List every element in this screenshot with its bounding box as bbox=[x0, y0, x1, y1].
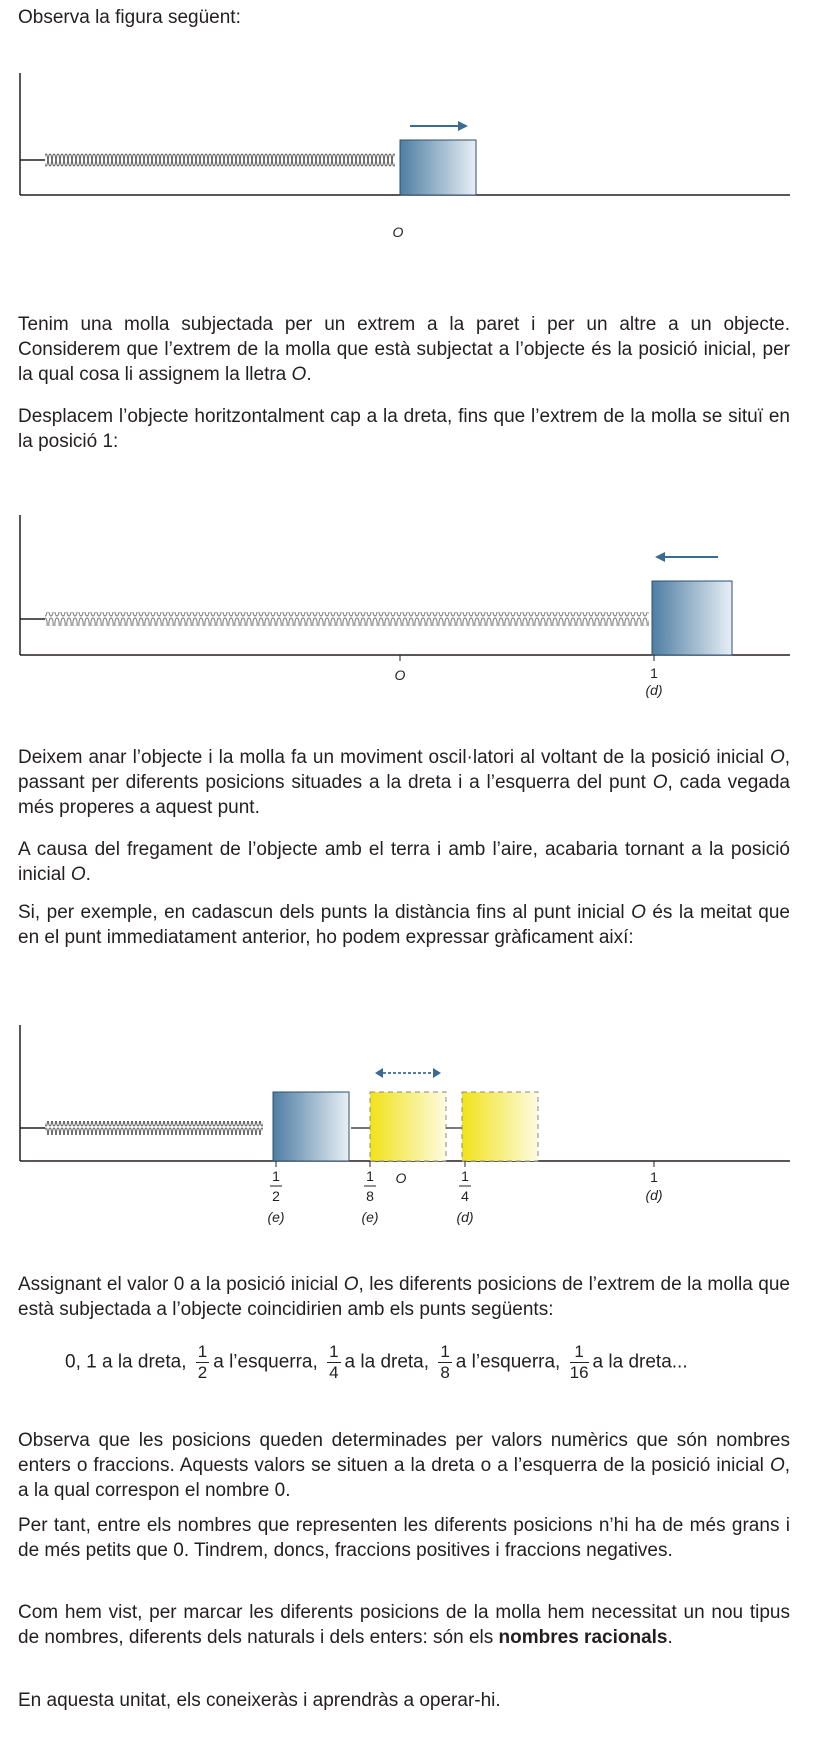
block bbox=[651, 580, 733, 656]
label-half-num: 1 bbox=[272, 1168, 280, 1184]
label-one: 1 bbox=[650, 1169, 658, 1185]
label-O: O bbox=[396, 1170, 407, 1186]
label-O: O bbox=[395, 667, 406, 683]
paragraph-9: Com hem vist, per marcar les diferents p… bbox=[18, 1602, 790, 1648]
fraction-sixteenth: 1 16 bbox=[569, 1342, 589, 1382]
block-yellow-1 bbox=[369, 1091, 447, 1162]
paragraph-8: Per tant, entre els nombres que represen… bbox=[18, 1515, 790, 1561]
paragraph-7: Observa que les posicions queden determi… bbox=[18, 1430, 790, 1501]
label-eighth-tag: (e) bbox=[361, 1209, 378, 1225]
label-1: 1 bbox=[650, 665, 658, 681]
figure-1-spring-rest: O bbox=[19, 73, 790, 240]
spring bbox=[45, 153, 395, 167]
label-one-tag: (d) bbox=[645, 1187, 662, 1203]
label-quarter-tag: (d) bbox=[456, 1209, 473, 1225]
block-yellow-2 bbox=[461, 1091, 539, 1162]
paragraph-3: Deixem anar l’objecte i la molla fa un m… bbox=[18, 747, 791, 818]
block-blue bbox=[272, 1091, 350, 1162]
double-arrow-icon bbox=[375, 1068, 441, 1078]
paragraph-5: Si, per exemple, en cadascun dels punts … bbox=[18, 902, 790, 948]
paragraph-6: Assignant el valor 0 a la posició inicia… bbox=[18, 1274, 790, 1320]
paragraph-10: En aquesta unitat, els coneixeràs i apre… bbox=[18, 1690, 501, 1711]
label-eighth-num: 1 bbox=[366, 1168, 374, 1184]
block bbox=[399, 139, 477, 196]
arrow-right-icon bbox=[410, 121, 468, 131]
spring bbox=[45, 1121, 263, 1135]
paragraph-4: A causa del fregament de l’objecte amb e… bbox=[18, 839, 790, 885]
label-quarter-num: 1 bbox=[461, 1168, 469, 1184]
paragraph-1: Tenim una molla subjectada per un extrem… bbox=[18, 314, 790, 385]
figure-2-spring-stretched: O 1 (d) bbox=[19, 515, 790, 698]
label-half-tag: (e) bbox=[267, 1209, 284, 1225]
intro-text: Observa la figura següent: bbox=[18, 7, 241, 28]
label-eighth-den: 8 bbox=[366, 1188, 374, 1204]
paragraph-2: Desplacem l’objecte horitzontalment cap … bbox=[18, 406, 790, 452]
label-half-den: 2 bbox=[272, 1188, 280, 1204]
label-quarter-den: 4 bbox=[461, 1188, 469, 1204]
label-O: O bbox=[393, 224, 404, 240]
label-d: (d) bbox=[645, 682, 662, 698]
arrow-left-icon bbox=[655, 552, 718, 562]
spring bbox=[45, 612, 649, 626]
figure-3-oscillation: 1 2 (e) 1 8 (e) O 1 4 (d) 1 (d) bbox=[19, 1025, 790, 1225]
